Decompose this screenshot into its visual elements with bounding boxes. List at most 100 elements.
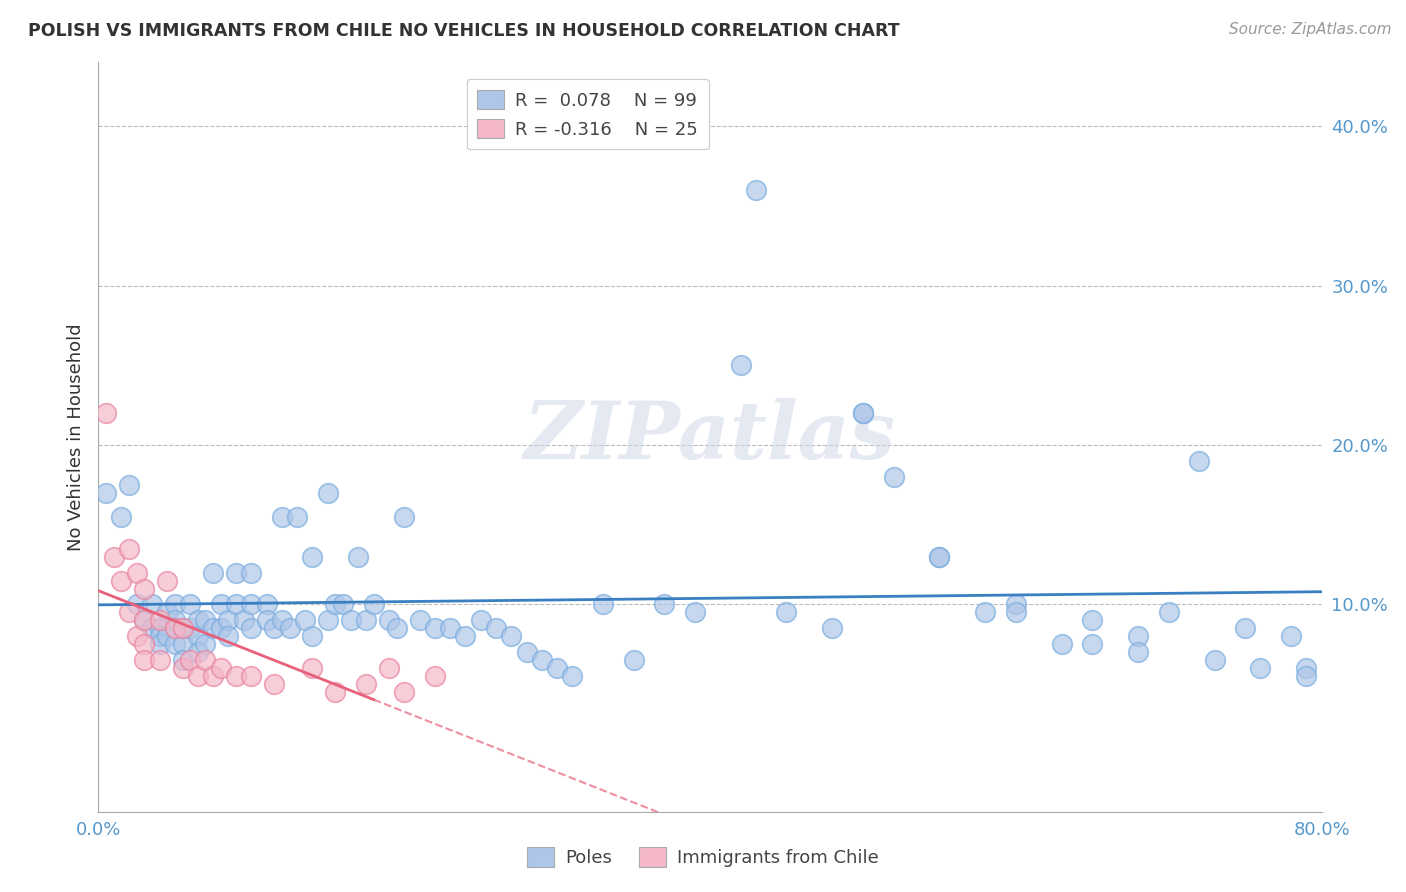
Point	[592, 598, 614, 612]
Point	[928, 549, 950, 564]
Point	[172, 621, 194, 635]
Point	[485, 621, 508, 635]
Point	[149, 629, 172, 643]
Point	[775, 606, 797, 620]
Point	[270, 509, 292, 524]
Legend: R =  0.078    N = 99, R = -0.316    N = 25: R = 0.078 N = 99, R = -0.316 N = 25	[467, 79, 709, 150]
Point	[172, 653, 194, 667]
Point	[501, 629, 523, 643]
Point	[202, 621, 225, 635]
Point	[240, 621, 263, 635]
Point	[546, 661, 568, 675]
Point	[1004, 606, 1026, 620]
Point	[217, 614, 239, 628]
Point	[240, 669, 263, 683]
Point	[339, 614, 361, 628]
Point	[134, 614, 156, 628]
Point	[1295, 661, 1317, 675]
Point	[134, 582, 156, 596]
Point	[163, 621, 186, 635]
Point	[209, 598, 232, 612]
Point	[217, 629, 239, 643]
Point	[156, 574, 179, 588]
Point	[179, 653, 201, 667]
Point	[301, 661, 323, 675]
Text: Source: ZipAtlas.com: Source: ZipAtlas.com	[1229, 22, 1392, 37]
Point	[1128, 629, 1150, 643]
Point	[232, 614, 254, 628]
Point	[1188, 454, 1211, 468]
Legend: Poles, Immigrants from Chile: Poles, Immigrants from Chile	[520, 839, 886, 874]
Point	[378, 661, 401, 675]
Point	[225, 669, 247, 683]
Point	[347, 549, 370, 564]
Point	[163, 621, 186, 635]
Point	[149, 621, 172, 635]
Point	[354, 614, 377, 628]
Point	[118, 606, 141, 620]
Point	[187, 629, 209, 643]
Point	[225, 598, 247, 612]
Point	[278, 621, 301, 635]
Point	[240, 566, 263, 580]
Point	[439, 621, 461, 635]
Point	[187, 669, 209, 683]
Point	[240, 598, 263, 612]
Point	[110, 574, 132, 588]
Point	[118, 478, 141, 492]
Point	[301, 629, 323, 643]
Point	[423, 621, 446, 635]
Point	[187, 614, 209, 628]
Point	[149, 614, 172, 628]
Point	[325, 685, 347, 699]
Point	[179, 621, 201, 635]
Point	[149, 653, 172, 667]
Point	[163, 598, 186, 612]
Point	[141, 621, 163, 635]
Point	[423, 669, 446, 683]
Point	[134, 614, 156, 628]
Point	[149, 637, 172, 651]
Point	[392, 685, 416, 699]
Point	[392, 509, 416, 524]
Point	[516, 645, 538, 659]
Point	[730, 359, 752, 373]
Point	[883, 470, 905, 484]
Point	[110, 509, 132, 524]
Point	[209, 621, 232, 635]
Point	[163, 614, 186, 628]
Point	[470, 614, 492, 628]
Point	[301, 549, 323, 564]
Point	[118, 541, 141, 556]
Point	[294, 614, 316, 628]
Point	[134, 637, 156, 651]
Point	[745, 183, 768, 197]
Point	[1050, 637, 1073, 651]
Point	[1234, 621, 1257, 635]
Point	[94, 406, 117, 420]
Point	[263, 621, 285, 635]
Point	[103, 549, 125, 564]
Point	[179, 598, 201, 612]
Point	[1081, 637, 1104, 651]
Point	[156, 629, 179, 643]
Point	[194, 653, 217, 667]
Point	[530, 653, 553, 667]
Point	[1081, 614, 1104, 628]
Point	[256, 598, 278, 612]
Point	[202, 669, 225, 683]
Point	[225, 566, 247, 580]
Point	[263, 677, 285, 691]
Point	[974, 606, 997, 620]
Point	[172, 661, 194, 675]
Point	[141, 598, 163, 612]
Point	[821, 621, 844, 635]
Point	[363, 598, 385, 612]
Point	[125, 566, 148, 580]
Point	[354, 677, 377, 691]
Point	[1279, 629, 1302, 643]
Point	[125, 629, 148, 643]
Point	[683, 606, 706, 620]
Point	[202, 566, 225, 580]
Point	[156, 606, 179, 620]
